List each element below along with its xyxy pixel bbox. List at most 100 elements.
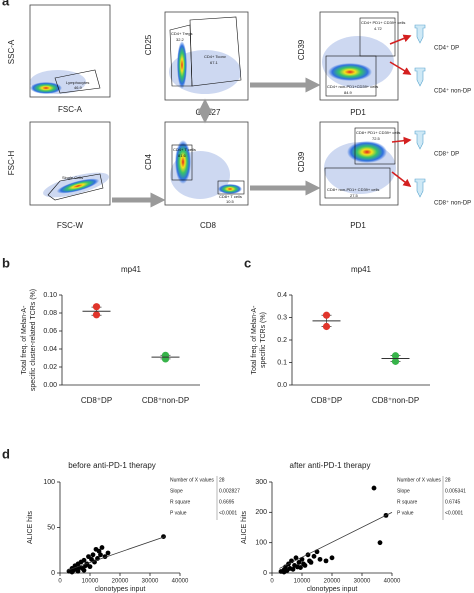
dot — [322, 311, 331, 319]
point — [99, 545, 105, 550]
x-tick-label: 40000 — [172, 579, 189, 585]
gate — [54, 69, 101, 94]
point — [323, 558, 329, 564]
y-tick-label: 200 — [255, 509, 267, 516]
point — [317, 556, 323, 562]
point — [75, 568, 81, 574]
gate-label: CD8+ T cells — [219, 194, 242, 199]
gate — [324, 167, 391, 199]
tube-label: CD8⁺ DP — [434, 151, 459, 158]
density — [328, 63, 372, 81]
fit-line — [67, 536, 166, 571]
gate-label: Single Cells — [62, 175, 83, 180]
gate — [47, 173, 104, 201]
gate — [354, 127, 396, 165]
y-tick-label: 300 — [255, 479, 267, 486]
dot — [92, 303, 101, 311]
point — [161, 534, 166, 539]
gate-value: 46.9 — [74, 85, 83, 90]
axis-label: SSC-A — [7, 39, 16, 64]
gate-value: 72.5 — [372, 136, 381, 141]
axis-label: CD8 — [200, 221, 217, 230]
x-tick-label: CD8⁺DP — [81, 396, 112, 405]
panel-label: b — [2, 255, 10, 270]
point — [81, 557, 87, 563]
stats-value: 28 — [219, 477, 225, 483]
point — [296, 559, 302, 565]
axis-label: FSC-H — [7, 151, 16, 176]
gate-value: 84.9 — [344, 90, 353, 95]
fit-line — [279, 511, 393, 569]
tube-icon — [414, 178, 426, 198]
axis-label: PD1 — [350, 108, 366, 117]
dot — [391, 357, 400, 365]
x-tick-label: 30000 — [142, 579, 159, 585]
y-axis-label: specific TCRs (%) — [260, 312, 267, 368]
stats-value: 0.005341 — [445, 488, 466, 494]
gate-label: CD4+ Tregs — [171, 31, 192, 36]
stats-value: 0.6695 — [219, 499, 235, 505]
point — [98, 552, 103, 558]
gate-value: 81.6 — [178, 153, 187, 158]
gate — [189, 16, 242, 87]
chart-title: mp41 — [121, 265, 142, 274]
tube-label: CD8⁺ non-DP — [434, 200, 471, 207]
y-axis-label: ALICE hits — [27, 510, 34, 544]
stats-value: <0.0001 — [219, 510, 237, 516]
y-tick-label: 0.06 — [43, 328, 57, 335]
density — [56, 178, 100, 194]
stats-label: R square — [397, 499, 418, 505]
gate — [171, 144, 193, 181]
panel-label: a — [2, 0, 10, 8]
gate-label: CD4+ Tconv — [204, 54, 226, 59]
gate-label: CD4+ non-PD1+CD39+ cells — [327, 84, 378, 89]
arrow — [389, 34, 412, 45]
density — [30, 82, 62, 94]
flow-plot — [29, 4, 111, 98]
x-tick-label: CD8⁺non-DP — [372, 396, 419, 405]
y-tick-label: 0.10 — [43, 292, 57, 299]
tube-label: CD4⁺ DP — [434, 45, 459, 52]
dot — [161, 355, 170, 363]
arrow — [389, 61, 412, 75]
dot — [92, 311, 101, 319]
y-axis-label: specific cluster-related TCRs (%) — [30, 289, 37, 391]
axis-label: CD39 — [297, 39, 306, 60]
y-tick-label: 0.2 — [277, 337, 287, 344]
y-tick-label: 100 — [43, 479, 55, 486]
gate — [217, 180, 245, 195]
point — [96, 548, 102, 554]
y-tick-label: 0.0 — [277, 382, 287, 389]
point — [293, 555, 299, 561]
x-tick-label: 20000 — [112, 579, 129, 585]
point — [329, 555, 335, 561]
point — [311, 553, 317, 559]
y-tick-label: 0.00 — [43, 382, 57, 389]
point — [302, 563, 308, 568]
stats-label: P value — [397, 510, 414, 516]
stats-value: <0.0001 — [445, 510, 463, 516]
tube-icon — [414, 24, 426, 44]
gate-label: CD8+ PD1+ CD39+ cells — [356, 130, 400, 135]
tube-icon — [414, 67, 426, 87]
point — [90, 552, 96, 558]
gate-label: Lymphocytes — [66, 80, 89, 85]
point — [377, 540, 383, 546]
x-axis-label: clonotypes input — [307, 586, 358, 593]
panel-a: a Lymphocytes 46.9 SSC-A FSC-A CD4+ Treg… — [2, 0, 471, 230]
y-tick-label: 0 — [51, 570, 55, 577]
x-tick-label: 10000 — [294, 579, 311, 585]
tube-label: CD4⁺ non-DP — [434, 88, 471, 95]
stats-label: P value — [170, 510, 187, 516]
stats-value: 0.6745 — [445, 499, 461, 505]
point — [298, 565, 303, 570]
density — [177, 41, 187, 89]
axis-label: FSC-W — [57, 221, 84, 230]
y-tick-label: 0.04 — [43, 346, 57, 353]
axis-label: CD25 — [144, 34, 153, 55]
chart-title: mp41 — [351, 265, 372, 274]
point — [308, 559, 314, 565]
axis-label: CD4 — [144, 153, 153, 170]
panel-label: c — [244, 255, 251, 270]
x-tick-label: CD8⁺non-DP — [142, 396, 189, 405]
